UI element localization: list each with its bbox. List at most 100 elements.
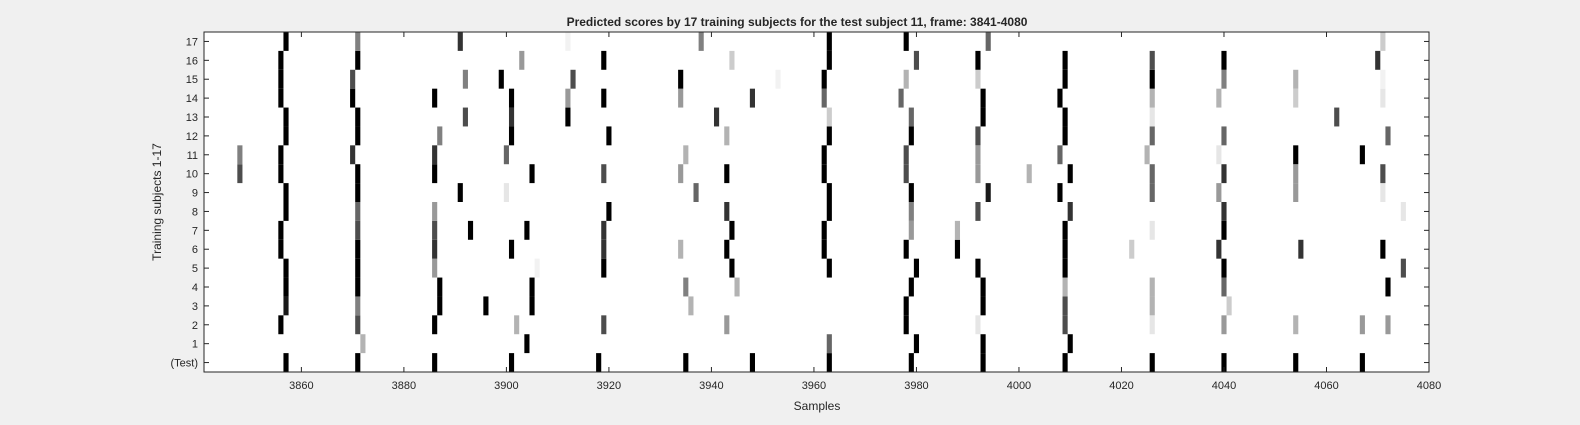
heatmap-cell xyxy=(908,353,914,372)
y-tick-label: (Test) xyxy=(171,358,199,370)
heatmap-cell xyxy=(350,69,356,89)
heatmap-cell xyxy=(1380,69,1386,89)
heatmap-cell xyxy=(826,258,832,278)
x-tick-label: 4020 xyxy=(1109,380,1133,392)
heatmap-cell xyxy=(355,315,361,335)
heatmap-cell xyxy=(821,145,827,165)
heatmap-cell xyxy=(355,277,361,297)
heatmap-cell xyxy=(729,50,735,70)
heatmap-cell xyxy=(1400,202,1406,221)
heatmap-cell xyxy=(432,258,438,278)
heatmap-cell xyxy=(508,88,515,108)
x-tick-label: 3980 xyxy=(904,380,928,392)
heatmap-cell xyxy=(565,88,571,108)
heatmap-cell xyxy=(729,220,735,240)
heatmap-cell xyxy=(821,164,827,184)
heatmap-cell xyxy=(775,69,781,89)
heatmap-cell xyxy=(1149,88,1155,108)
y-axis-label: Training subjects 1-17 xyxy=(150,143,164,261)
heatmap-cell xyxy=(1057,145,1063,165)
heatmap-cell xyxy=(1149,50,1155,70)
heatmap-cell xyxy=(1293,145,1299,165)
heatmap-cell xyxy=(683,277,689,297)
heatmap-cell xyxy=(1062,220,1068,240)
heatmap-cell xyxy=(529,164,535,184)
heatmap-cell xyxy=(283,258,289,278)
heatmap-cell xyxy=(432,315,438,335)
heatmap-cell xyxy=(975,126,981,146)
heatmap-cell xyxy=(1385,126,1391,146)
heatmap-cell xyxy=(278,145,284,165)
heatmap-cell xyxy=(529,296,535,316)
heatmap-cell xyxy=(683,145,689,165)
heatmap-cell xyxy=(1067,202,1073,221)
y-tick-label: 12 xyxy=(186,131,198,143)
heatmap-cell xyxy=(908,277,914,297)
heatmap-cell xyxy=(1062,296,1068,316)
heatmap-cell xyxy=(954,220,961,240)
heatmap-cell xyxy=(908,107,914,127)
heatmap-cell xyxy=(1221,277,1227,297)
heatmap-cell xyxy=(355,183,361,202)
heatmap-cell xyxy=(913,258,920,278)
y-tick-label: 1 xyxy=(192,339,198,351)
heatmap-cell xyxy=(1400,258,1406,278)
x-tick-label: 3940 xyxy=(699,380,723,392)
heatmap-cell xyxy=(821,69,827,89)
heatmap-cell xyxy=(534,258,540,278)
heatmap-cell xyxy=(601,164,607,184)
heatmap-cell xyxy=(1293,164,1299,184)
heatmap-cell xyxy=(524,334,530,354)
heatmap-cell xyxy=(1293,353,1299,372)
plot-area xyxy=(204,32,1429,372)
y-tick-label: 17 xyxy=(186,36,198,48)
y-tick-label: 6 xyxy=(192,244,198,256)
heatmap-cell xyxy=(432,220,438,240)
heatmap-cell xyxy=(1149,126,1155,146)
heatmap-cell xyxy=(1293,69,1299,89)
heatmap-cell xyxy=(1293,315,1299,335)
heatmap-cell xyxy=(683,353,689,372)
heatmap-cell xyxy=(985,32,991,51)
heatmap-cell xyxy=(980,107,986,127)
heatmap-cell xyxy=(1380,183,1386,202)
heatmap-cell xyxy=(734,277,740,297)
heatmap-cell xyxy=(508,107,515,127)
y-tick-label: 14 xyxy=(186,93,198,105)
heatmap-cell xyxy=(283,32,289,51)
heatmap-cell xyxy=(678,239,684,259)
heatmap-cell xyxy=(1062,69,1068,89)
heatmap-cell xyxy=(1057,183,1063,202)
heatmap-cell xyxy=(903,69,909,89)
x-tick-label: 3900 xyxy=(494,380,518,392)
heatmap-cell xyxy=(908,126,914,146)
heatmap-cell xyxy=(432,239,438,259)
heatmap-cell xyxy=(355,32,361,51)
heatmap-cell xyxy=(237,145,243,165)
heatmap-cell xyxy=(437,126,443,146)
heatmap-cell xyxy=(432,164,438,184)
heatmap-cell xyxy=(283,107,289,127)
heatmap-cell xyxy=(1380,239,1386,259)
heatmap-cell xyxy=(278,50,284,70)
heatmap-cell xyxy=(1221,164,1227,184)
heatmap-cell xyxy=(355,296,361,316)
heatmap-cell xyxy=(1149,164,1155,184)
heatmap-cell xyxy=(437,277,443,297)
heatmap-cell xyxy=(283,183,289,202)
heatmap-cell xyxy=(903,315,909,335)
heatmap-cell xyxy=(826,107,832,127)
heatmap-cell xyxy=(826,334,832,354)
heatmap-cell xyxy=(1221,50,1227,70)
y-tick-label: 5 xyxy=(192,263,198,275)
heatmap-cell xyxy=(1149,277,1155,297)
heatmap-cell xyxy=(1216,183,1222,202)
axis-ticks: 3860 3880 3900 3920 3940 3960 3980 4000 4020 4040… xyxy=(171,32,1441,392)
heatmap-cell xyxy=(908,220,914,240)
x-tick-label: 4080 xyxy=(1417,380,1441,392)
heatmap-cell xyxy=(975,258,981,278)
heatmap-cell xyxy=(355,50,361,70)
heatmap-cell xyxy=(826,126,832,146)
heatmap-cell xyxy=(980,296,986,316)
